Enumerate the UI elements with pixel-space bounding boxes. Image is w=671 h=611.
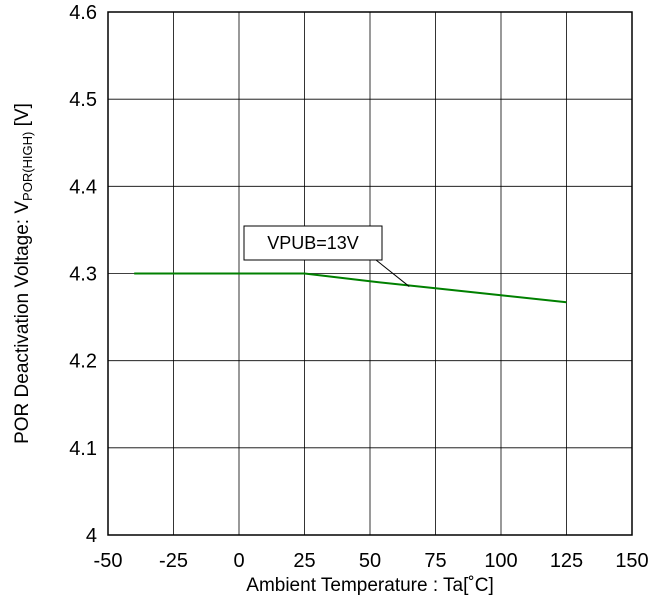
y-tick-label: 4.5 bbox=[69, 89, 97, 111]
y-axis-title-main: POR Deactivation Voltage: V bbox=[12, 201, 33, 444]
x-tick-label: -25 bbox=[159, 550, 188, 572]
y-tick-label: 4 bbox=[86, 525, 97, 547]
x-tick-label: -50 bbox=[94, 550, 123, 572]
tick-labels: -50 -25 0 25 50 75 100 125 150 4 4.1 4.2 4.3 4.4 4.5 4.… bbox=[69, 2, 649, 572]
x-tick-label: 50 bbox=[359, 550, 381, 572]
x-tick-label: 100 bbox=[484, 550, 517, 572]
y-axis-title-subscript: POR(HIGH) bbox=[20, 132, 35, 201]
y-axis-title: POR Deactivation Voltage: VPOR(HIGH) [V] bbox=[12, 103, 35, 444]
series-layer bbox=[134, 272, 567, 304]
series-line bbox=[134, 272, 567, 304]
x-tick-label: 0 bbox=[233, 550, 244, 572]
x-tick-label: 150 bbox=[615, 550, 648, 572]
series-annotation: VPUB=13V bbox=[243, 225, 410, 287]
x-axis-title: Ambient Temperature : Ta[˚C] bbox=[246, 575, 493, 596]
y-tick-label: 4.3 bbox=[69, 264, 97, 286]
x-tick-label: 25 bbox=[293, 550, 315, 572]
y-tick-label: 4.4 bbox=[69, 176, 97, 198]
grid-lines bbox=[108, 12, 632, 535]
y-tick-label: 4.1 bbox=[69, 438, 97, 460]
y-tick-label: 4.6 bbox=[69, 2, 97, 24]
annotation-box bbox=[243, 225, 383, 261]
annotation-leader-line bbox=[375, 259, 410, 287]
x-tick-label: 125 bbox=[550, 550, 583, 572]
y-tick-label: 4.2 bbox=[69, 351, 97, 373]
y-axis-title-unit: [V] bbox=[12, 103, 33, 132]
x-tick-label: 75 bbox=[424, 550, 446, 572]
annotation-label: VPUB=13V bbox=[267, 233, 359, 253]
plot-frame bbox=[107, 11, 633, 536]
